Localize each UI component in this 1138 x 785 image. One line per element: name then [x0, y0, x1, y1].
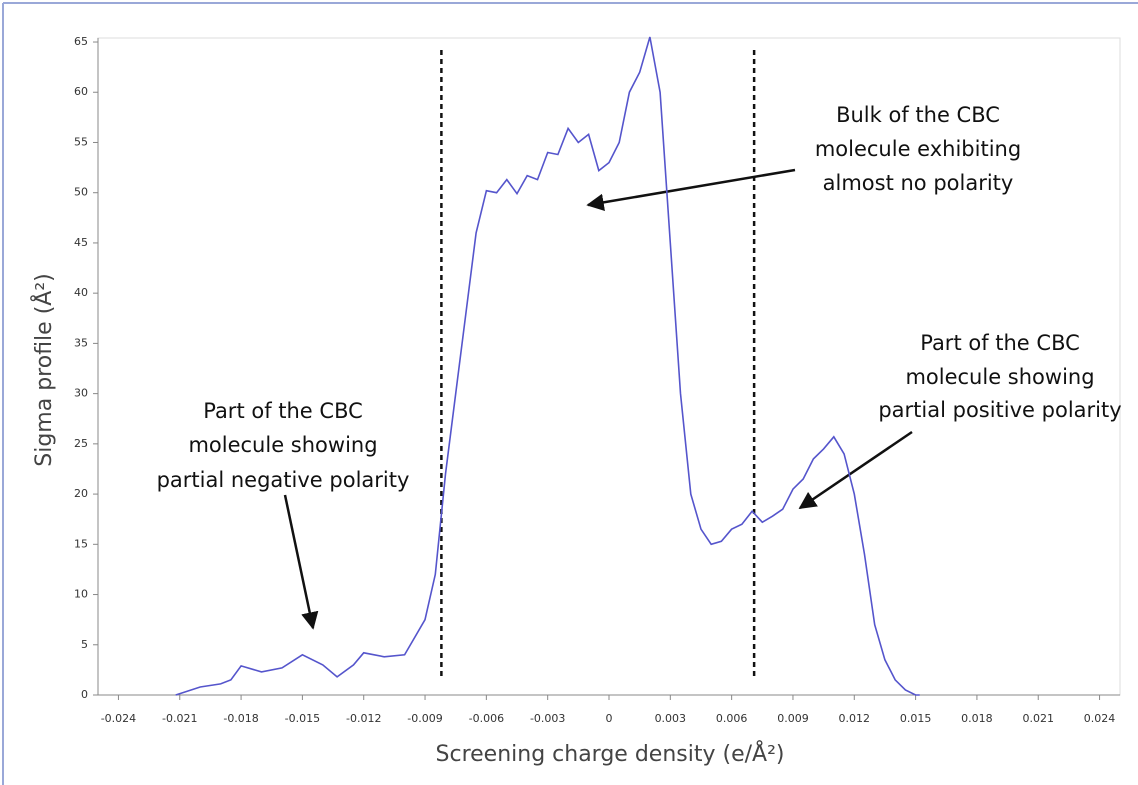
annotation: Part of the CBC — [920, 331, 1080, 355]
sigma-line — [175, 36, 920, 696]
y-tick-label: 20 — [74, 487, 88, 500]
x-tick-label: -0.003 — [530, 712, 565, 725]
y-tick-label: 40 — [74, 286, 88, 299]
annotation: Bulk of the CBC — [836, 103, 1000, 127]
y-tick-label: 5 — [81, 638, 88, 651]
y-tick-label: 10 — [74, 588, 88, 601]
annotation: almost no polarity — [823, 171, 1014, 195]
y-tick-label: 60 — [74, 85, 88, 98]
x-tick-label: -0.018 — [223, 712, 258, 725]
annotation: Part of the CBC — [203, 399, 363, 423]
y-tick-label: 55 — [74, 135, 88, 148]
x-tick-label: 0.009 — [777, 712, 809, 725]
annotation: molecule showing — [188, 433, 377, 457]
y-tick-label: 35 — [74, 336, 88, 349]
y-tick-label: 15 — [74, 537, 88, 550]
y-tick-label: 65 — [74, 35, 88, 48]
x-tick-label: 0.015 — [900, 712, 932, 725]
arrow — [283, 494, 319, 630]
arrow — [798, 430, 913, 510]
y-tick-label: 0 — [81, 688, 88, 701]
arrow — [586, 168, 796, 212]
x-tick-label: 0.003 — [655, 712, 687, 725]
annotation: molecule showing — [905, 365, 1094, 389]
y-axis-label: Sigma profile (Å²) — [30, 273, 57, 466]
y-tick-label: 45 — [74, 236, 88, 249]
y-tick-label: 25 — [74, 437, 88, 450]
x-tick-label: 0.006 — [716, 712, 748, 725]
annotation: partial negative polarity — [157, 468, 410, 492]
x-tick-label: -0.012 — [346, 712, 381, 725]
x-tick-label: 0 — [606, 712, 613, 725]
y-tick-label: 30 — [74, 387, 88, 400]
annotation: molecule exhibiting — [815, 137, 1021, 161]
x-tick-label: -0.015 — [285, 712, 320, 725]
x-tick-label: -0.006 — [469, 712, 504, 725]
x-tick-label: -0.024 — [101, 712, 136, 725]
x-tick-label: 0.024 — [1084, 712, 1116, 725]
y-tick-label: 50 — [74, 186, 88, 199]
x-tick-label: 0.021 — [1022, 712, 1054, 725]
x-tick-label: -0.021 — [162, 712, 197, 725]
x-tick-label: 0.012 — [839, 712, 871, 725]
x-tick-label: 0.018 — [961, 712, 993, 725]
x-tick-label: -0.009 — [407, 712, 442, 725]
annotation: partial positive polarity — [878, 398, 1121, 422]
x-axis-label: Screening charge density (e/Å²) — [436, 740, 785, 767]
